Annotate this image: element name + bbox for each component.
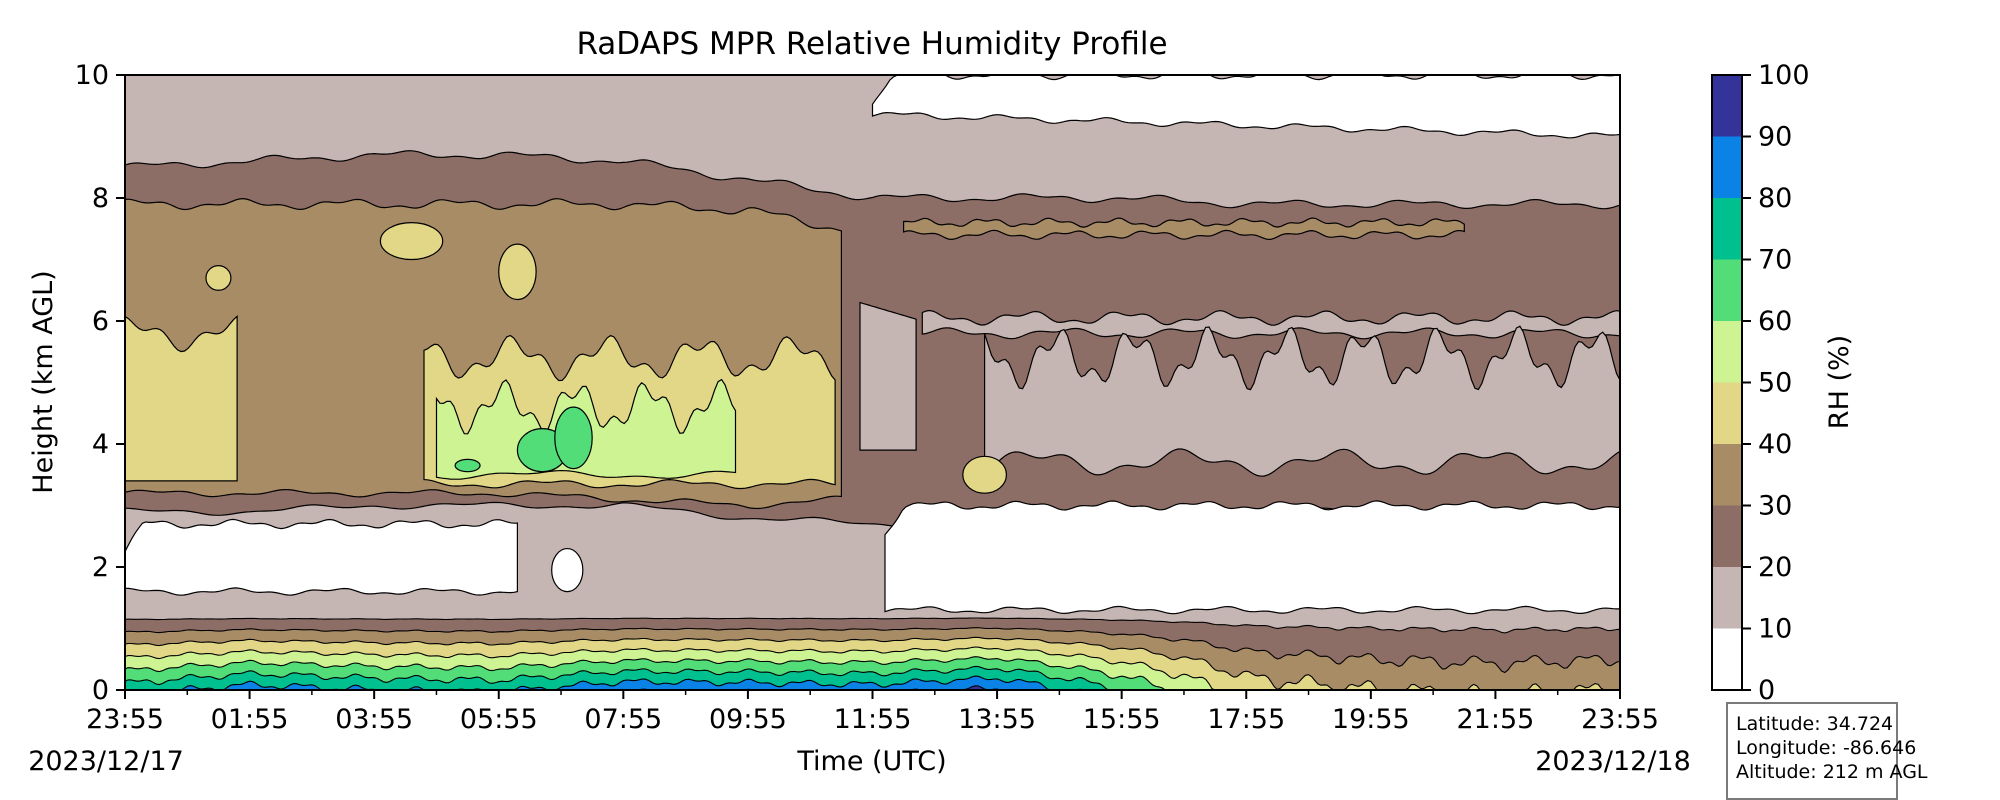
colorbar-swatch xyxy=(1712,444,1742,506)
x-tick-label: 19:55 xyxy=(1332,704,1410,735)
rh-bin-60-70-pocket xyxy=(554,406,593,470)
rh-bin-0-10-dry-layer-1 xyxy=(125,518,518,596)
x-axis: 23:55 01:55 03:55 05:55 07:55 09:55 11:55 13:55… xyxy=(86,690,1659,735)
rh-bin-0-10-dry-layer-2 xyxy=(884,500,1620,615)
colorbar-swatch xyxy=(1712,321,1742,383)
rh-bin-40-50-pocket xyxy=(379,222,444,261)
y-tick-label: 6 xyxy=(92,306,109,337)
y-tick-label: 4 xyxy=(92,429,109,460)
colorbar-tick-label: 20 xyxy=(1758,552,1792,583)
x-start-date: 2023/12/17 xyxy=(28,746,184,777)
colorbar-tick-label: 0 xyxy=(1758,675,1775,706)
colorbar-swatch xyxy=(1712,75,1742,137)
colorbar-label: RH (%) xyxy=(1824,335,1855,429)
rh-bin-40-50-pocket xyxy=(962,455,1008,494)
rh-bin-10-20-gap-c xyxy=(984,325,1620,477)
colorbar-tick-label: 60 xyxy=(1758,306,1792,337)
colorbar-swatch xyxy=(1712,259,1742,321)
x-axis-label: Time (UTC) xyxy=(796,746,946,777)
y-tick-label: 8 xyxy=(92,183,109,214)
colorbar-swatch xyxy=(1712,198,1742,260)
colorbar: 0 10 20 30 40 50 60 70 80 90 100 xyxy=(1711,60,1810,706)
x-tick-label: 11:55 xyxy=(834,704,912,735)
rh-bin-10-20-gap-a xyxy=(859,301,917,451)
rh-bin-40-50-pocket xyxy=(498,243,537,301)
y-tick-label: 10 xyxy=(75,60,109,91)
rh-bin-0-10-dry-layer-3 xyxy=(871,75,1620,139)
station-info-box: Latitude: 34.724 Longitude: -86.646 Alti… xyxy=(1726,702,1928,800)
rh-bin-60-70-pocket xyxy=(454,458,481,473)
rh-bin-30-40-upper-streak xyxy=(903,217,1465,241)
colorbar-tick-label: 70 xyxy=(1758,245,1792,276)
longitude-text: Longitude: -86.646 xyxy=(1736,737,1917,759)
colorbar-tick-label: 80 xyxy=(1758,183,1792,214)
rh-bin-10-20-gap-b xyxy=(921,309,1620,340)
colorbar-tick-label: 100 xyxy=(1758,60,1810,91)
colorbar-tick-label: 10 xyxy=(1758,614,1792,645)
x-tick-label: 23:55 xyxy=(1581,704,1659,735)
rh-bin-70-80-low-level xyxy=(125,665,1620,690)
x-tick-label: 07:55 xyxy=(584,704,662,735)
chart-title: RaDAPS MPR Relative Humidity Profile xyxy=(576,26,1167,62)
colorbar-tick-label: 30 xyxy=(1758,491,1792,522)
latitude-text: Latitude: 34.724 xyxy=(1736,713,1894,735)
x-end-date: 2023/12/18 xyxy=(1535,746,1691,777)
plot-area xyxy=(125,75,1620,690)
x-tick-label: 21:55 xyxy=(1457,704,1535,735)
colorbar-tick-label: 40 xyxy=(1758,429,1792,460)
y-axis: 0 2 4 6 8 10 xyxy=(75,60,125,706)
colorbar-tick-label: 50 xyxy=(1758,368,1792,399)
colorbar-tick-label: 90 xyxy=(1758,122,1792,153)
x-tick-label: 05:55 xyxy=(460,704,538,735)
colorbar-swatch xyxy=(1712,628,1742,690)
colorbar-swatch xyxy=(1712,567,1742,629)
x-tick-label: 15:55 xyxy=(1083,704,1161,735)
rh-bin-0-10-dry-pocket xyxy=(551,547,584,593)
rh-bin-40-50-pocket xyxy=(205,265,232,291)
y-tick-label: 0 xyxy=(92,675,109,706)
colorbar-swatch xyxy=(1712,505,1742,567)
altitude-text: Altitude: 212 m AGL xyxy=(1736,761,1928,783)
x-tick-label: 13:55 xyxy=(958,704,1036,735)
x-tick-label: 23:55 xyxy=(86,704,164,735)
x-tick-label: 01:55 xyxy=(211,704,289,735)
x-tick-label: 09:55 xyxy=(709,704,787,735)
colorbar-swatch xyxy=(1712,136,1742,198)
y-axis-label: Height (km AGL) xyxy=(28,270,59,493)
x-tick-label: 03:55 xyxy=(335,704,413,735)
y-tick-label: 2 xyxy=(92,552,109,583)
colorbar-swatch xyxy=(1712,382,1742,444)
rh-bin-40-50-band-left xyxy=(125,315,238,482)
x-tick-label: 17:55 xyxy=(1207,704,1285,735)
